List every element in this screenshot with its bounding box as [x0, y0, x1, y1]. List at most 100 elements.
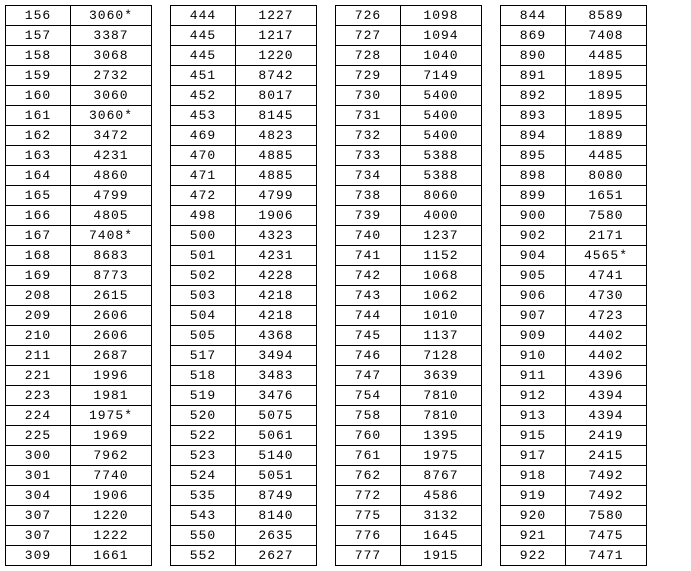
code-cell: 776	[336, 526, 401, 546]
table-row: 7611975	[336, 446, 482, 466]
table-row: 5193476	[171, 386, 317, 406]
value-cell: 8080	[566, 166, 647, 186]
table-row: 9044565*	[501, 246, 647, 266]
code-cell: 543	[171, 506, 236, 526]
table-row: 9094402	[501, 326, 647, 346]
value-cell: 1010	[401, 306, 482, 326]
table-row: 4538145	[171, 106, 317, 126]
table-row: 1644860	[6, 166, 152, 186]
table-row: 5358749	[171, 486, 317, 506]
value-cell: 4885	[236, 166, 317, 186]
value-cell: 2606	[71, 306, 152, 326]
table-row: 5205075	[171, 406, 317, 426]
table-row: 7771915	[336, 546, 482, 566]
value-cell: 1227	[236, 6, 317, 26]
value-cell: 7580	[566, 206, 647, 226]
table-row: 1688683	[6, 246, 152, 266]
value-cell: 1237	[401, 226, 482, 246]
code-cell: 910	[501, 346, 566, 366]
code-cell: 522	[171, 426, 236, 446]
table-row: 7547810	[336, 386, 482, 406]
value-cell: 7475	[566, 526, 647, 546]
value-cell: 1222	[71, 526, 152, 546]
table-row: 4704885	[171, 146, 317, 166]
value-cell: 3068	[71, 46, 152, 66]
code-cell: 166	[6, 206, 71, 226]
value-cell: 1975*	[71, 406, 152, 426]
table-row: 7271094	[336, 26, 482, 46]
code-cell: 747	[336, 366, 401, 386]
table-row: 1664805	[6, 206, 152, 226]
table-row: 5014231	[171, 246, 317, 266]
value-cell: 7408	[566, 26, 647, 46]
code-cell: 745	[336, 326, 401, 346]
table-row: 4694823	[171, 126, 317, 146]
value-cell: 4394	[566, 386, 647, 406]
code-cell: 159	[6, 66, 71, 86]
code-cell: 501	[171, 246, 236, 266]
table-row: 7628767	[336, 466, 482, 486]
code-cell: 453	[171, 106, 236, 126]
code-cell: 894	[501, 126, 566, 146]
value-cell: 3060*	[71, 6, 152, 26]
value-cell: 8589	[566, 6, 647, 26]
value-cell: 5051	[236, 466, 317, 486]
value-cell: 4218	[236, 306, 317, 326]
code-cell: 224	[6, 406, 71, 426]
table-row: 9064730	[501, 286, 647, 306]
table-row: 3041906	[6, 486, 152, 506]
table-row: 9022171	[501, 226, 647, 246]
table-row: 4981906	[171, 206, 317, 226]
code-cell: 741	[336, 246, 401, 266]
code-cell: 471	[171, 166, 236, 186]
value-cell: 4231	[236, 246, 317, 266]
table-row: 5522627	[171, 546, 317, 566]
value-cell: 1895	[566, 86, 647, 106]
code-cell: 165	[6, 186, 71, 206]
table-row: 9207580	[501, 506, 647, 526]
code-cell: 758	[336, 406, 401, 426]
code-cell: 746	[336, 346, 401, 366]
code-cell: 913	[501, 406, 566, 426]
value-cell: 3639	[401, 366, 482, 386]
value-cell: 4823	[236, 126, 317, 146]
code-cell: 225	[6, 426, 71, 446]
code-cell: 918	[501, 466, 566, 486]
table-row: 7441010	[336, 306, 482, 326]
value-cell: 4231	[71, 146, 152, 166]
code-cell: 733	[336, 146, 401, 166]
value-cell: 3494	[236, 346, 317, 366]
code-cell: 163	[6, 146, 71, 166]
code-cell: 727	[336, 26, 401, 46]
code-cell: 156	[6, 6, 71, 26]
code-cell: 519	[171, 386, 236, 406]
code-cell: 304	[6, 486, 71, 506]
code-cell: 223	[6, 386, 71, 406]
code-cell: 893	[501, 106, 566, 126]
table-row: 8904485	[501, 46, 647, 66]
value-cell: 4799	[71, 186, 152, 206]
table-row: 7261098	[336, 6, 482, 26]
code-cell: 740	[336, 226, 401, 246]
table-row: 1573387	[6, 26, 152, 46]
code-cell: 907	[501, 306, 566, 326]
table-row: 3091661	[6, 546, 152, 566]
value-cell: 4885	[236, 146, 317, 166]
value-cell: 1895	[566, 66, 647, 86]
code-cell: 729	[336, 66, 401, 86]
table-row: 5054368	[171, 326, 317, 346]
table-row: 2241975*	[6, 406, 152, 426]
code-cell: 895	[501, 146, 566, 166]
code-cell: 307	[6, 526, 71, 546]
table-row: 8954485	[501, 146, 647, 166]
table-row: 3007962	[6, 446, 152, 466]
value-cell: 7740	[71, 466, 152, 486]
table-row: 7411152	[336, 246, 482, 266]
value-cell: 1915	[401, 546, 482, 566]
code-cell: 210	[6, 326, 71, 346]
table-row: 5034218	[171, 286, 317, 306]
table-row: 9152419	[501, 426, 647, 446]
code-cell: 168	[6, 246, 71, 266]
code-cell: 307	[6, 506, 71, 526]
value-cell: 1094	[401, 26, 482, 46]
